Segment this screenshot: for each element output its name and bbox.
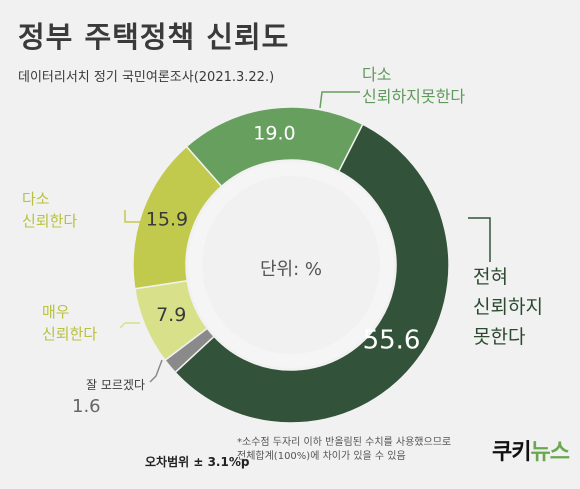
label-dont-know: 잘 모르겠다 [86,378,146,392]
chart-subtitle: 데이터리서치 정기 국민여론조사(2021.3.22.) [18,70,275,85]
slice-value-label: 19.0 [253,123,295,145]
leader-line [468,217,491,262]
label-line: 신뢰하지못한다 [362,87,466,106]
label-line: 못한다 [473,326,526,348]
label-line: 신뢰한다 [42,325,98,343]
donut-slice [174,123,450,424]
donut-slices [132,106,450,424]
unit-label: 단위: % [259,259,322,280]
label-very-trust: 매우 신뢰한다 [42,301,97,345]
slice-value-label: 7.9 [156,304,186,326]
donut-inner-ring [188,162,394,368]
margin-of-error: 오차범위 ± 3.1%p [145,455,250,469]
donut-slice [185,106,364,188]
leader-line [124,210,150,223]
leader-line [319,91,360,109]
label-line: 신뢰한다 [22,212,78,230]
label-line: 다소 [362,65,392,84]
label-somewhat-distrust: 다소 신뢰하지못한다 [362,64,465,108]
label-line: 다소 [22,190,50,208]
label-leader-lines [119,91,491,383]
slice-value-labels: 55.6 7.9 15.9 19.0 [146,123,421,356]
label-line: 전혀 [473,266,508,288]
footnote: *소수점 두자리 이하 반올림된 수치를 사용했으므로 전체합계(100%)에 … [237,436,451,464]
chart-title: 정부 주택정책 신뢰도 [18,20,290,54]
label-line: 신뢰하지 [473,296,543,318]
label-not-at-all: 전혀 신뢰하지 못한다 [473,262,543,352]
logo-text: 쿠키 [492,440,531,465]
label-line: 매우 [42,303,70,321]
value-dont-know: 1.6 [72,396,101,417]
slice-value-label: 15.9 [146,208,188,230]
footnote-line: *소수점 두자리 이하 반올림된 수치를 사용했으므로 [237,437,452,448]
slice-value-label: 55.6 [363,325,421,355]
footnote-line: 전체합계(100%)에 차이가 있을 수 있음 [237,451,406,462]
leader-line [149,359,163,383]
leader-line [119,322,140,329]
logo-text-accent: 뉴스 [530,440,569,465]
brand-logo: 쿠키뉴스 [492,434,570,466]
label-somewhat-trust: 다소 신뢰한다 [22,188,77,232]
